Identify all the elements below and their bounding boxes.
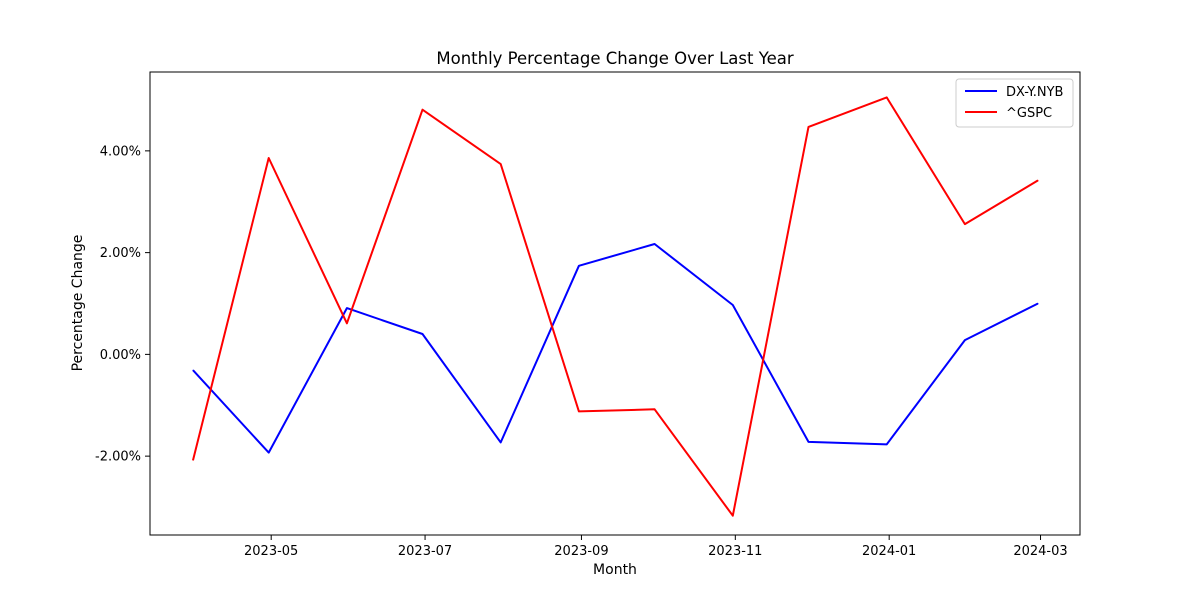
data-point-dx-y-nyb bbox=[886, 443, 888, 445]
y-tick-label: 4.00% bbox=[100, 144, 141, 159]
data-point-dx-y-nyb bbox=[346, 307, 348, 309]
data-point-dx-y-nyb bbox=[654, 243, 656, 245]
x-tick-label: 2024-01 bbox=[862, 544, 916, 559]
data-point-gspc bbox=[732, 515, 734, 517]
data-point-dx-y-nyb bbox=[422, 333, 423, 335]
legend-label-gspc: ^GSPC bbox=[1006, 106, 1052, 121]
data-point-gspc bbox=[578, 410, 580, 412]
y-axis-title: Percentage Change bbox=[70, 235, 86, 372]
y-tick-label: -2.00% bbox=[95, 450, 141, 465]
data-point-gspc bbox=[346, 322, 348, 324]
data-point-dx-y-nyb bbox=[268, 452, 270, 454]
plot-area bbox=[149, 71, 1081, 536]
data-point-dx-y-nyb bbox=[192, 369, 194, 371]
legend: DX-Y.NYB ^GSPC bbox=[955, 78, 1074, 128]
x-axis: 2023-05 2023-07 2023-09 2023-11 2024-01 2024-… bbox=[244, 535, 1068, 559]
x-tick-label: 2023-05 bbox=[244, 544, 298, 559]
series-lines bbox=[192, 96, 1039, 517]
series-line-gspc bbox=[192, 96, 1039, 517]
y-tick-label: 0.00% bbox=[100, 348, 141, 363]
data-point-gspc bbox=[192, 459, 194, 461]
y-tick-label: 2.00% bbox=[100, 246, 141, 261]
data-point-dx-y-nyb bbox=[578, 265, 580, 267]
data-point-gspc bbox=[1037, 179, 1039, 181]
x-tick-label: 2023-07 bbox=[398, 544, 452, 559]
data-point-gspc bbox=[500, 163, 502, 165]
series-line-dx-y-nyb bbox=[192, 243, 1039, 454]
x-tick-label: 2023-11 bbox=[708, 544, 762, 559]
x-tick-label: 2023-09 bbox=[554, 544, 608, 559]
x-tick-label: 2024-03 bbox=[1013, 544, 1067, 559]
chart-title: Monthly Percentage Change Over Last Year bbox=[436, 49, 793, 68]
legend-label-dx-y-nyb: DX-Y.NYB bbox=[1006, 85, 1063, 100]
data-point-gspc bbox=[268, 157, 270, 159]
y-axis: -2.00% 0.00% 2.00% 4.00% bbox=[95, 144, 150, 465]
data-point-gspc bbox=[808, 126, 809, 128]
data-point-dx-y-nyb bbox=[732, 304, 734, 306]
data-point-gspc bbox=[422, 109, 423, 111]
data-point-dx-y-nyb bbox=[964, 339, 966, 341]
x-axis-title: Month bbox=[593, 562, 637, 578]
data-point-dx-y-nyb bbox=[500, 441, 502, 443]
data-point-dx-y-nyb bbox=[1037, 303, 1039, 304]
data-point-dx-y-nyb bbox=[808, 441, 809, 443]
data-point-gspc bbox=[886, 96, 888, 98]
data-point-gspc bbox=[964, 223, 966, 225]
data-point-gspc bbox=[654, 408, 656, 410]
